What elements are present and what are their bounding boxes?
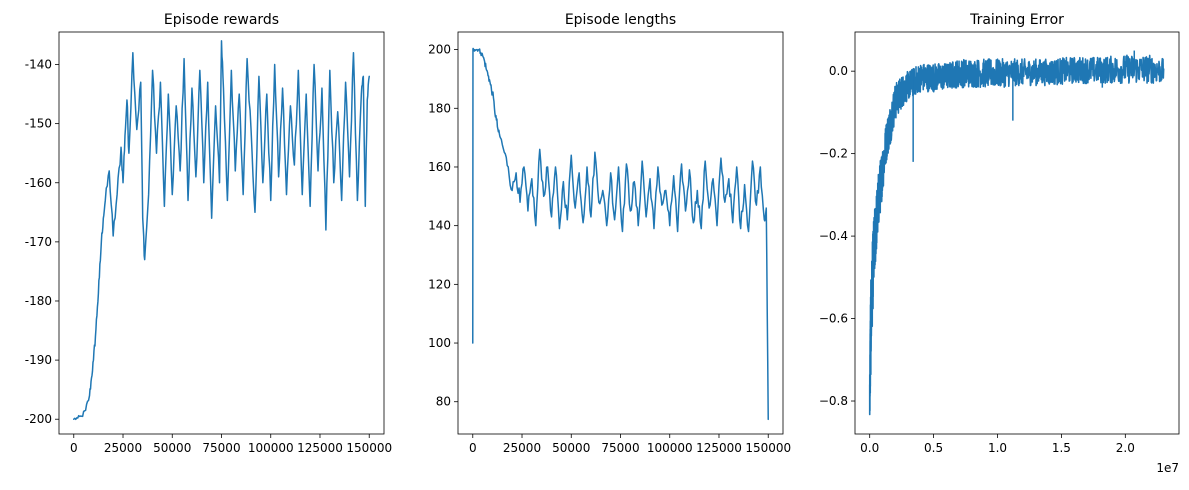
y-tick-label: 180 (428, 101, 451, 115)
series-line (868, 54, 1165, 416)
x-tick-label: 150000 (346, 441, 392, 455)
chart-title: Episode rewards (164, 12, 279, 28)
x-tick-label: 1.0 (988, 441, 1007, 455)
x-tick-label: 50000 (153, 441, 191, 455)
chart-title: Episode lengths (565, 12, 676, 28)
y-tick-label: -200 (25, 412, 52, 426)
y-tick-label: −0.2 (819, 147, 848, 161)
y-tick-label: -170 (25, 235, 52, 249)
x-tick-label: 0 (70, 441, 78, 455)
y-tick-label: -140 (25, 58, 52, 72)
subplot-2: Episode lengths 0 25000 50000 75000 100000 125… (428, 12, 791, 455)
x-tick-label: 100000 (647, 441, 693, 455)
series-line (472, 47, 769, 421)
chart-title: Training Error (969, 12, 1064, 28)
y-tick-label: 100 (428, 336, 451, 350)
y-tick-label: −0.8 (819, 394, 848, 408)
y-tick-label: -190 (25, 353, 52, 367)
x-tick-label: 100000 (248, 441, 294, 455)
x-tick-label: 75000 (601, 441, 639, 455)
x-tick-label: 75000 (202, 441, 240, 455)
x-tick-label: 25000 (104, 441, 142, 455)
y-tick-label: 160 (428, 160, 451, 174)
x-tick-label: 25000 (503, 441, 541, 455)
x-tick-label: 2.0 (1116, 441, 1135, 455)
x-scale-label: 1e7 (1156, 461, 1179, 475)
plot-frame (854, 31, 1180, 435)
y-tick-label: -180 (25, 294, 52, 308)
x-tick-label: 0 (469, 441, 477, 455)
plot-frame (457, 31, 784, 435)
y-tick-label: −0.6 (819, 312, 848, 326)
y-tick-label: 200 (428, 43, 451, 57)
x-tick-label: 1.5 (1052, 441, 1071, 455)
y-tick-label: 80 (436, 395, 451, 409)
x-tick-label: 50000 (552, 441, 590, 455)
y-tick-label: −0.4 (819, 229, 848, 243)
x-tick-label: 150000 (745, 441, 791, 455)
x-tick-label: 125000 (297, 441, 343, 455)
y-tick-label: -160 (25, 176, 52, 190)
x-tick-label: 0.5 (924, 441, 943, 455)
y-tick-label: 120 (428, 277, 451, 291)
x-tick-label: 125000 (696, 441, 742, 455)
y-tick-label: 140 (428, 219, 451, 233)
y-tick-label: 0.0 (829, 64, 848, 78)
x-tick-label: 0.0 (860, 441, 879, 455)
series-line (73, 40, 370, 421)
y-tick-label: -150 (25, 117, 52, 131)
subplot-3: Training Error 0.0 0.5 1.0 1.5 2.0 −0.8 −0.6 −0.… (819, 12, 1180, 475)
subplot-1: Episode rewards 0 25000 50000 75000 100000 125… (25, 12, 392, 455)
